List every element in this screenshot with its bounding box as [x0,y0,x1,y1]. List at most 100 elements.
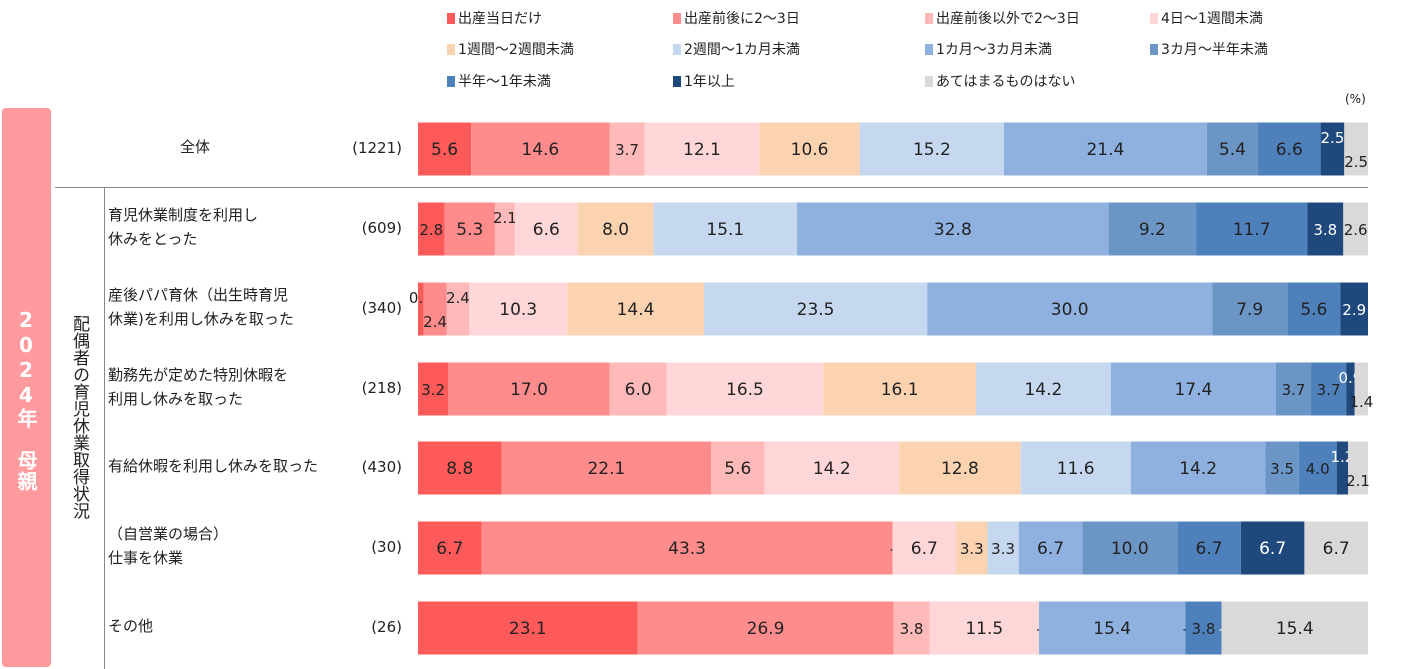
bar-segment [927,282,1213,336]
bar-segment [1020,441,1131,495]
bar-segment [1196,202,1308,256]
row-label: 産後パパ育休（出生時育児 休業)を利用し休みを取った [108,286,294,328]
bar-segment [609,362,667,416]
legend-swatch [447,12,455,24]
bar-segment [1348,441,1368,495]
bar-segment [893,601,930,655]
data-label: 8.8 [446,459,473,479]
bar-segment [666,362,824,416]
data-label: 6.6 [533,220,560,240]
data-label: 14.2 [813,459,851,479]
bar-segment [494,202,515,256]
bar-segment [1340,282,1368,336]
data-label: 26.9 [747,619,785,639]
data-label: 8.0 [602,220,629,240]
legend-label: 1年以上 [684,74,735,90]
bar-segment [1082,521,1178,575]
data-label: 6.7 [436,539,463,559]
bar-segment [577,202,654,256]
data-label: 2.4 [423,313,447,331]
data-label: 15.2 [913,140,951,160]
data-label: 7.9 [1236,300,1263,320]
legend-swatch [1150,12,1158,24]
legend-label: 3カ月～半年未満 [1161,42,1268,58]
data-label: 23.1 [509,619,547,639]
bar-segment [1344,122,1368,176]
row-label: 全体 [180,138,211,156]
bar-segment [644,122,760,176]
data-label: 3.7 [1282,381,1306,399]
bar-segment [1212,282,1288,336]
data-label: 17.4 [1174,380,1212,400]
bar-segment [1343,202,1368,256]
row-count: (609) [361,219,402,237]
row-count: (30) [371,538,402,556]
bar-segment [703,282,928,336]
bar-segment [418,441,502,495]
row-count: (218) [361,379,402,397]
legend-label: 半年～1年未満 [458,74,551,90]
data-label: 3.8 [1313,221,1337,239]
data-label: 4.0 [1306,460,1330,478]
bar-segment [764,441,900,495]
data-label: 15.4 [1093,619,1131,639]
legend-swatch [673,12,681,24]
separator-vertical [104,187,105,669]
legend-item: 出産当日だけ [447,8,542,28]
data-label: 30.0 [1051,300,1089,320]
bar-segment [567,282,704,336]
data-label: 2.6 [1344,221,1368,239]
data-label: 32.8 [934,220,972,240]
legend-item: 2週間～1カ月未満 [673,39,800,59]
row-label: 勤務先が定めた特別休暇を 利用し休みを取った [108,366,289,408]
bar-segment [1185,601,1222,655]
bar-segment [418,601,638,655]
bar-segment [956,521,988,575]
bar-segment [759,122,860,176]
data-label: 3.7 [615,141,639,159]
bar-segment [1320,122,1345,176]
data-label: 6.7 [1259,539,1286,559]
bar-segment [1177,521,1241,575]
bar-segment [1287,282,1341,336]
data-label: 6.7 [911,539,938,559]
data-label: 2.8 [419,221,443,239]
data-label: 16.5 [726,380,764,400]
data-label: 5.6 [724,459,751,479]
group-label: 配偶者の育児休業取得状況 [69,315,89,519]
data-label: 6.7 [1323,539,1350,559]
bar-segment [446,282,470,336]
data-label: 2.4 [446,289,470,307]
data-label: 17.0 [510,380,548,400]
legend-item: 3カ月～半年未満 [1150,39,1268,59]
legend-item: 1年以上 [673,71,735,91]
data-label: 5.3 [456,220,483,240]
data-label: 23.5 [797,300,835,320]
legend-swatch [925,75,933,87]
data-label: 15.1 [706,220,744,240]
data-label: 2.1 [1346,472,1370,490]
row-label: 有給休暇を利用し休みを取った [108,457,319,475]
data-label: 1.4 [1349,393,1373,411]
data-label: 5.6 [1300,300,1327,320]
bar-segment [1304,521,1368,575]
bar-segment [1003,122,1207,176]
bar-segment [469,282,568,336]
legend-label: 出産前後以外で2～3日 [936,11,1080,27]
bar-segment [514,202,578,256]
data-label: 2.9 [1342,301,1366,319]
bar-segment [711,441,765,495]
bar-segment [976,362,1111,416]
data-label: 12.8 [941,459,979,479]
bar-segment [987,521,1019,575]
data-label: 21.4 [1086,140,1124,160]
legend-label: 出産前後に2～3日 [684,11,800,27]
side-band: 2024年 母親 [2,108,51,667]
data-label: 2.1 [493,209,517,227]
bar-segment [1265,441,1299,495]
legend-label: あてはまるものはない [936,74,1076,90]
data-label: 3.8 [1192,620,1216,638]
bar-segment [1038,601,1186,655]
data-label: 2.5 [1321,129,1345,147]
